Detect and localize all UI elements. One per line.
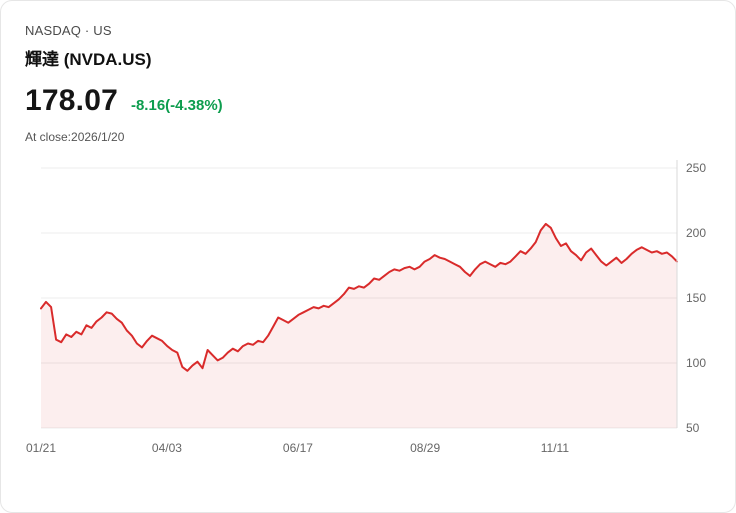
stock-name-title: 輝達 (NVDA.US) [25, 50, 152, 69]
x-tick-label: 01/21 [26, 441, 56, 455]
gridlines-layer [41, 167, 677, 429]
price-change: -8.16(-4.38%) [130, 97, 223, 114]
as-of-close-label: At close:2026/1/20 [25, 130, 125, 144]
price-chart-area[interactable]: 250 200 150 100 50 01/21 04/03 06/17 08/29 11/11 [25, 160, 713, 460]
x-tick-label: 11/11 [541, 441, 570, 455]
y-tick-label: 150 [686, 291, 706, 305]
x-tick-label: 04/03 [152, 441, 182, 455]
axis-labels-layer: 250 200 150 100 50 01/21 04/03 06/17 08/29 11/11 [26, 161, 706, 455]
exchange-region-label: NASDAQ · US [25, 23, 112, 38]
price-chart[interactable]: 250 200 150 100 50 01/21 04/03 06/17 08/29 11/11 [25, 160, 713, 460]
price-line [40, 222, 678, 372]
price-row: 178.07 -8.16(-4.38%) [25, 84, 711, 118]
y-tick-label: 200 [686, 226, 706, 240]
y-tick-label: 100 [686, 356, 706, 370]
y-tick-label: 50 [686, 421, 700, 435]
price-area-fill [41, 223, 677, 428]
x-tick-label: 08/29 [410, 441, 440, 455]
y-tick-label: 250 [686, 161, 706, 175]
x-tick-label: 06/17 [283, 441, 313, 455]
last-price: 178.07 [25, 84, 118, 117]
